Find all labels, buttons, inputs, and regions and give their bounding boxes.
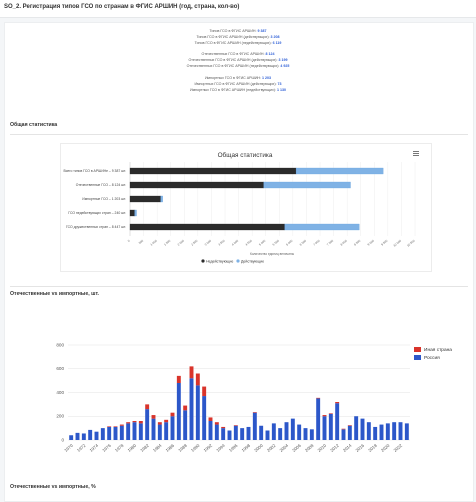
divider <box>10 134 468 135</box>
summary-value: 1 203 <box>262 76 272 80</box>
section-title-general: Общая статистика <box>10 122 58 128</box>
section-title-domestic-vs-import-count: Отечественные vs импортные, шт. <box>10 291 99 297</box>
summary-value: 73 <box>277 82 282 86</box>
summary-line: Отечественных ГСО в ФГИС АРШИН (действую… <box>0 58 476 62</box>
summary-value: 9 387 <box>257 29 267 33</box>
summary-line: Типов ГСО в ФГИС АРШИН (недействующих): … <box>0 41 476 45</box>
summary-label: Импортных ГСО в ФГИС АРШИН (недействующи… <box>190 88 277 92</box>
summary-line: Типов ГСО в ФГИС АРШИН (действующих): 3 … <box>0 35 476 39</box>
divider <box>10 286 468 287</box>
summary-line: Отечественных ГСО в ФГИС АРШИН (недейств… <box>0 64 476 68</box>
summary-value: 3 199 <box>278 58 288 62</box>
summary-label: Отечественных ГСО в ФГИС АРШИН: <box>201 52 266 56</box>
summary-line: Импортных ГСО в ФГИС АРШИН (недействующи… <box>0 88 476 92</box>
summary-label: Импортных ГСО в ФГИС АРШИН: <box>204 76 263 80</box>
summary-value: 1 130 <box>276 88 286 92</box>
overview-chart-frame <box>60 143 432 272</box>
summary-label: Типов ГСО в ФГИС АРШИН (действующих): <box>196 35 271 39</box>
summary-value: 3 208 <box>270 35 280 39</box>
page-title: SO_2. Регистрация типов ГСО по странам в… <box>4 4 240 10</box>
summary-value: 4 925 <box>280 64 290 68</box>
summary-line: Импортных ГСО в ФГИС АРШИН (действующих)… <box>0 82 476 86</box>
section-title-domestic-vs-import-pct: Отечественные vs импортные, % <box>10 484 96 490</box>
summary-label: Отечественных ГСО в ФГИС АРШИН (действую… <box>188 58 279 62</box>
summary-label: Типов ГСО в ФГИС АРШИН: <box>209 29 258 33</box>
hamburger-menu-icon[interactable] <box>413 151 419 156</box>
summary-value: 6 119 <box>272 41 282 45</box>
summary-line: Отечественных ГСО в ФГИС АРШИН: 8 124 <box>0 52 476 56</box>
page-header: SO_2. Регистрация типов ГСО по странам в… <box>0 0 476 18</box>
summary-label: Импортных ГСО в ФГИС АРШИН (действующих)… <box>194 82 278 86</box>
summary-value: 8 124 <box>265 52 275 56</box>
summary-label: Отечественных ГСО в ФГИС АРШИН (недейств… <box>186 64 281 68</box>
summary-line: Типов ГСО в ФГИС АРШИН: 9 387 <box>0 29 476 33</box>
summary-label: Типов ГСО в ФГИС АРШИН (недействующих): <box>194 41 273 45</box>
summary-line: Импортных ГСО в ФГИС АРШИН: 1 203 <box>0 76 476 80</box>
